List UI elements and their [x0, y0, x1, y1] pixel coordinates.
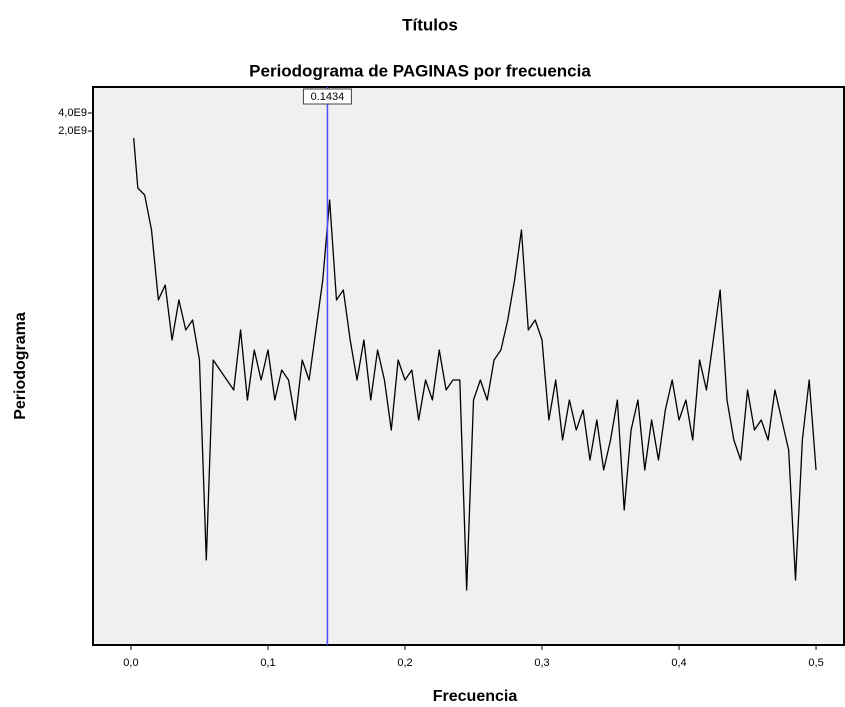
x-tick-label: 0,4 — [671, 657, 686, 669]
x-tick-label: 0,0 — [123, 657, 138, 669]
reference-label-box — [302, 88, 352, 105]
x-axis-title: Frecuencia — [433, 688, 518, 705]
x-tick-label: 0,5 — [808, 657, 823, 669]
reference-label: 0.1434 — [311, 91, 345, 103]
y-axis-title: Periodograma — [12, 312, 29, 420]
y-tick-label: 2,0E9 — [58, 125, 87, 137]
plot-area — [92, 86, 845, 646]
x-tick-label: 0,1 — [260, 657, 275, 669]
x-tick-label: 0,2 — [397, 657, 412, 669]
y-tick-label: 4,0E9 — [58, 107, 87, 119]
chart-title: Títulos — [402, 15, 458, 34]
plot-content — [133, 137, 817, 591]
line — [133, 137, 817, 591]
chart-subtitle: Periodograma de PAGINAS por frecuencia — [249, 61, 591, 80]
x-tick-label: 0,3 — [534, 657, 549, 669]
